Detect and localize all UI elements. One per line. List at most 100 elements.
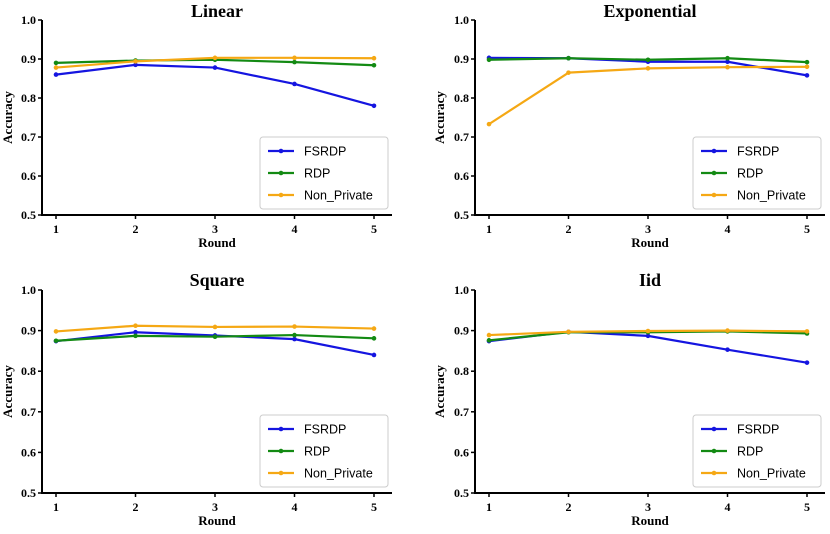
chart-title: Square (190, 270, 245, 290)
x-tick-label: 5 (371, 500, 377, 514)
legend-box (259, 136, 389, 210)
data-point-fsrdp (212, 65, 218, 70)
data-point-non-private (53, 329, 59, 334)
x-tick-label: 2 (566, 500, 572, 514)
data-point-fsrdp (53, 72, 59, 77)
legend-marker-non-private (711, 192, 717, 198)
x-axis-label: Round (198, 513, 236, 528)
data-point-fsrdp (133, 62, 138, 68)
x-tick-label: 1 (486, 500, 492, 514)
data-point-non-private (292, 324, 297, 329)
x-tick-label: 4 (725, 500, 731, 514)
legend-marker-fsrdp (711, 426, 717, 432)
legend-label: RDP (737, 167, 763, 181)
legend-marker-non-private (278, 192, 284, 198)
y-tick-label: 0.8 (21, 364, 36, 378)
data-point-rdp (486, 338, 492, 343)
data-point-fsrdp (645, 333, 651, 339)
legend-box (259, 414, 389, 488)
data-point-non-private (212, 55, 218, 61)
data-point-non-private (133, 323, 138, 329)
x-tick-label: 1 (486, 222, 492, 236)
x-tick-label: 3 (212, 222, 218, 236)
data-point-non-private (371, 326, 377, 331)
legend-box (692, 414, 822, 488)
legend-label: FSRDP (737, 145, 779, 159)
y-tick-label: 1.0 (454, 13, 469, 27)
y-axis-label: Accuracy (0, 365, 15, 418)
y-tick-label: 0.5 (454, 208, 469, 222)
chart-title: Exponential (603, 1, 696, 21)
legend-marker-fsrdp (278, 426, 284, 432)
x-tick-label: 1 (53, 500, 59, 514)
data-point-rdp (725, 55, 730, 61)
data-point-rdp (53, 338, 59, 344)
chart-panel-iid: Iid 0.5 0.6 0.7 0.8 0.9 1.0 1 2 3 4 5 Round Accuracy F… (432, 270, 825, 528)
y-tick-label: 0.5 (21, 486, 36, 500)
data-point-non-private (645, 66, 651, 71)
legend-label: RDP (304, 445, 330, 459)
x-tick-label: 3 (645, 222, 651, 236)
y-tick-label: 0.9 (454, 52, 469, 66)
y-tick-label: 0.5 (21, 208, 36, 222)
legend-marker-rdp (278, 170, 284, 176)
data-point-fsrdp (804, 360, 810, 365)
legend-marker-non-private (278, 470, 284, 476)
y-axis-label: Accuracy (432, 365, 447, 418)
data-point-fsrdp (804, 73, 810, 78)
data-point-rdp (804, 59, 810, 65)
y-axis-label: Accuracy (432, 91, 447, 144)
data-point-rdp (645, 57, 651, 63)
legend-label: Non_Private (304, 467, 373, 481)
data-point-non-private (645, 328, 651, 334)
y-tick-label: 0.5 (454, 486, 469, 500)
data-point-non-private (486, 332, 492, 338)
legend-label: FSRDP (304, 145, 346, 159)
x-tick-label: 4 (292, 222, 298, 236)
data-point-non-private (804, 329, 810, 334)
x-tick-label: 1 (53, 222, 59, 236)
data-point-non-private (804, 64, 810, 70)
data-point-non-private (486, 121, 492, 127)
chart-panel-exponential: Exponential 0.5 0.6 0.7 0.8 0.9 1.0 1 2 3 4 5 Round A… (432, 1, 825, 250)
series-line-non-private (488, 65, 808, 126)
y-tick-label: 1.0 (21, 283, 36, 297)
y-tick-label: 0.6 (21, 169, 36, 183)
data-point-rdp (486, 57, 492, 63)
data-point-rdp (53, 60, 59, 66)
data-point-non-private (212, 324, 218, 330)
y-tick-label: 0.6 (21, 445, 36, 459)
legend-marker-non-private (711, 470, 717, 476)
legend-label: FSRDP (304, 423, 346, 437)
chart-title: Linear (191, 1, 243, 21)
y-tick-label: 0.8 (454, 364, 469, 378)
data-point-rdp (133, 333, 138, 339)
legend-label: Non_Private (304, 189, 373, 203)
data-point-non-private (292, 55, 297, 61)
data-point-non-private (53, 65, 59, 70)
data-point-rdp (371, 336, 377, 341)
y-tick-label: 1.0 (21, 13, 36, 27)
legend-marker-fsrdp (711, 148, 717, 154)
y-tick-label: 0.7 (21, 405, 36, 419)
legend-label: Non_Private (737, 467, 806, 481)
data-point-non-private (371, 55, 377, 61)
legend-label: Non_Private (737, 189, 806, 203)
legend-marker-fsrdp (278, 148, 284, 154)
y-tick-label: 0.7 (21, 130, 36, 144)
x-axis-label: Round (631, 235, 669, 250)
data-point-fsrdp (292, 81, 297, 87)
y-tick-label: 0.9 (454, 324, 469, 338)
data-point-fsrdp (133, 329, 138, 335)
x-tick-label: 2 (133, 222, 139, 236)
data-point-fsrdp (292, 336, 297, 342)
data-point-fsrdp (371, 103, 377, 109)
legend-box (692, 136, 822, 210)
legend-marker-rdp (711, 170, 717, 176)
data-point-non-private (566, 70, 571, 75)
y-tick-label: 0.7 (454, 130, 469, 144)
x-tick-label: 3 (212, 500, 218, 514)
data-point-rdp (292, 332, 297, 338)
